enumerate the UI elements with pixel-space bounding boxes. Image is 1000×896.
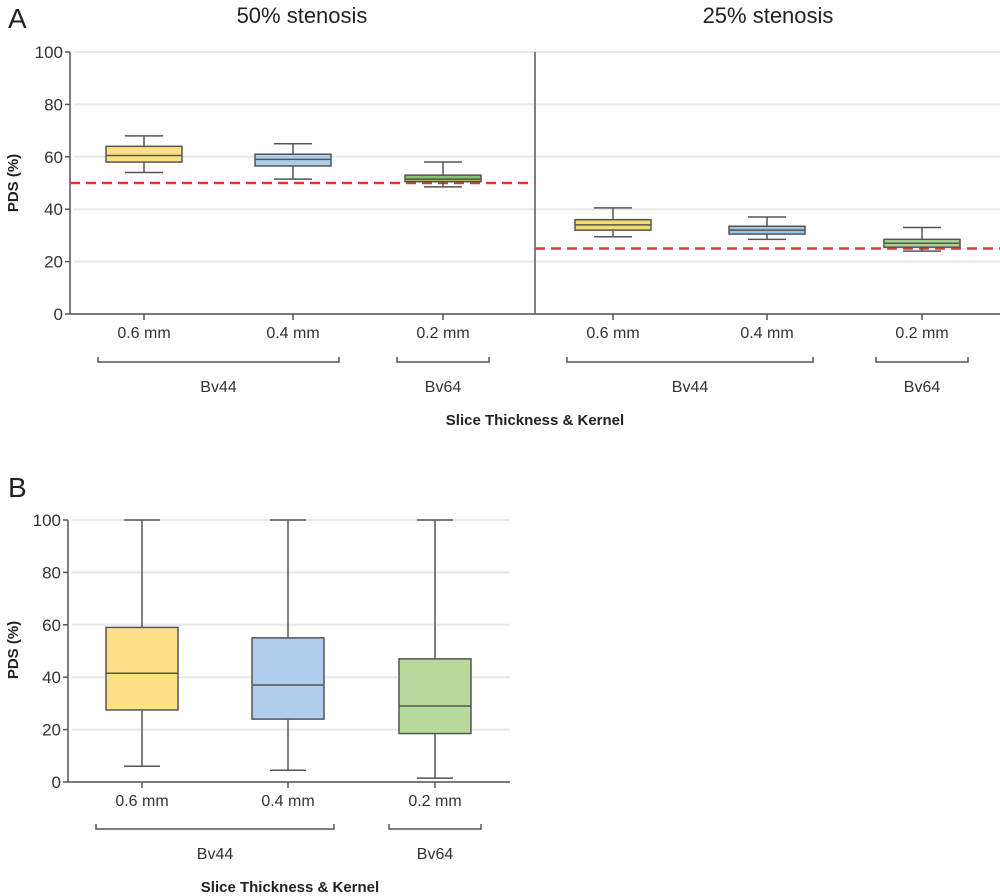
- b-y-tick-label: 80: [42, 563, 61, 582]
- a-50-x-tick-label: 0.2 mm: [416, 325, 469, 342]
- a-y-tick-label: 20: [44, 253, 63, 272]
- y-axis-title-b: PDS (%): [5, 621, 22, 679]
- a-25-group-label: Bv64: [904, 379, 941, 396]
- b-box-04mm: [251, 519, 325, 771]
- grid-a: [74, 51, 1000, 315]
- a-50-x-tick-label: 0.4 mm: [266, 325, 319, 342]
- b-x-tick-label: 0.6 mm: [115, 793, 168, 810]
- a-y-tick-label: 100: [35, 43, 63, 62]
- b-group-label: Bv44: [197, 846, 234, 863]
- x-axis-title-a: Slice Thickness & Kernel: [446, 412, 624, 429]
- panel-letter-a: A: [8, 3, 27, 34]
- b-y-tick-label: 20: [42, 721, 61, 740]
- a-50-box-04mm: [254, 142, 332, 180]
- panel-a: A 50% stenosis 25% stenosis PDS (%) Slic…: [5, 3, 1000, 429]
- b-y-tick-label: 100: [33, 511, 61, 530]
- subplot-title-50: 50% stenosis: [237, 3, 368, 28]
- panel-letter-b: B: [8, 472, 27, 503]
- b-group-bracket: [388, 824, 482, 830]
- b-box-02mm: [398, 519, 472, 779]
- a-y-tick-label: 40: [44, 200, 63, 219]
- b-x-tick-label: 0.4 mm: [261, 793, 314, 810]
- box-iqr: [398, 658, 472, 735]
- x-groups-a: Bv44 Bv64 Bv44 Bv64: [97, 357, 969, 396]
- b-y-tick-label: 60: [42, 616, 61, 635]
- a-y-tick-label: 0: [54, 305, 63, 324]
- x-categories-b: 0.6 mm 0.4 mm 0.2 mm: [115, 782, 462, 810]
- x-axis-title-b: Slice Thickness & Kernel: [201, 879, 379, 896]
- a-50-group-bracket: [396, 357, 490, 363]
- box-iqr: [251, 637, 325, 720]
- a-25-box-04mm: [728, 216, 806, 241]
- b-y-tick-label: 0: [52, 773, 61, 792]
- a-50-group-bracket: [97, 357, 340, 363]
- x-categories-a: 0.6 mm 0.4 mm 0.2 mm 0.6 mm 0.4 mm 0.2 mm: [117, 314, 949, 342]
- a-25-x-tick-label: 0.6 mm: [586, 325, 639, 342]
- a-y-tick-label: 60: [44, 148, 63, 167]
- b-group-label: Bv64: [417, 846, 454, 863]
- a-50-group-label: Bv64: [425, 379, 462, 396]
- a-25-group-bracket: [875, 357, 969, 363]
- b-y-tick-label: 40: [42, 668, 61, 687]
- x-groups-b: Bv44 Bv64: [95, 824, 482, 863]
- a-50-x-tick-label: 0.6 mm: [117, 325, 170, 342]
- subplot-title-25: 25% stenosis: [703, 3, 834, 28]
- a-25-group-label: Bv44: [672, 379, 709, 396]
- a-50-box-06mm: [105, 135, 183, 174]
- a-25-box-06mm: [574, 207, 652, 238]
- boxes-b: [105, 519, 472, 779]
- a-25-group-bracket: [566, 357, 814, 363]
- a-50-group-label: Bv44: [200, 379, 237, 396]
- box-iqr: [105, 626, 179, 711]
- b-x-tick-label: 0.2 mm: [408, 793, 461, 810]
- boxes-a: [105, 135, 961, 252]
- y-ticks-b: 0 20 40 60 80 100: [33, 511, 68, 792]
- y-axis-title-a: PDS (%): [5, 154, 22, 212]
- box-iqr: [105, 145, 183, 163]
- a-50-box-02mm: [404, 161, 482, 188]
- a-25-x-tick-label: 0.2 mm: [895, 325, 948, 342]
- b-box-06mm: [105, 519, 179, 768]
- b-group-bracket: [95, 824, 335, 830]
- a-25-x-tick-label: 0.4 mm: [740, 325, 793, 342]
- panel-b: B PDS (%) Slice Thickness & Kernel 0 20 40…: [5, 472, 510, 896]
- a-25-box-02mm: [883, 226, 961, 252]
- y-ticks-a: 0 20 40 60 80 100: [35, 43, 70, 324]
- a-y-tick-label: 80: [44, 95, 63, 114]
